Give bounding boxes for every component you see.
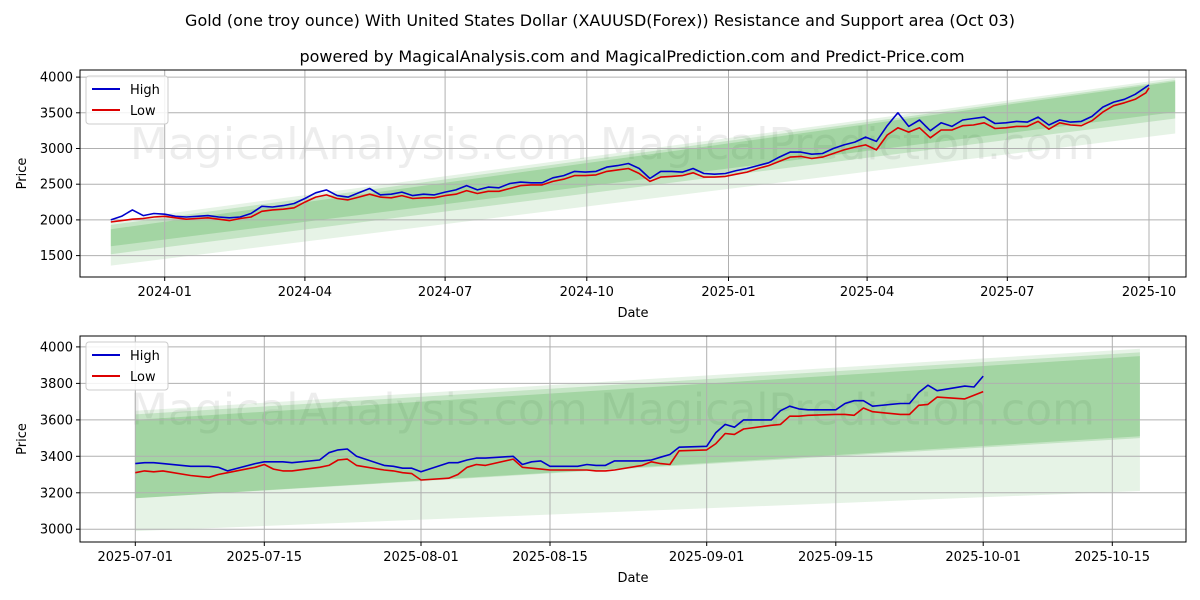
x-tick-label-5: 2025-09-15 — [798, 550, 874, 565]
lower-panel: MagicalAnalysis.com MagicalPrediction.com… — [15, 335, 1187, 586]
x-tick-label-4: 2025-01 — [701, 285, 755, 300]
support-resistance-band-2 — [110, 80, 1176, 255]
watermark-analysis: MagicalAnalysis.com — [130, 385, 588, 436]
x-tick-label-3: 2024-10 — [560, 285, 614, 300]
plot-frame — [79, 69, 1187, 278]
upper-panel: MagicalAnalysis.com MagicalPrediction.com… — [15, 69, 1187, 321]
support-resistance-band-2 — [135, 352, 1140, 499]
y-tick-label-1: 3200 — [40, 486, 73, 501]
x-tick-label-1: 2025-07-15 — [227, 550, 303, 565]
y-tick-label-3: 3600 — [40, 413, 73, 428]
y-tick-label-5: 4000 — [40, 340, 73, 355]
series-high-line — [135, 375, 984, 473]
x-axis-label: Date — [617, 571, 648, 586]
series-group — [110, 84, 1150, 223]
x-tick-label-6: 2025-10-01 — [945, 550, 1021, 565]
y-tick-label-0: 1500 — [40, 249, 73, 264]
series-low-line — [135, 390, 984, 481]
x-tick-label-3: 2025-08-15 — [512, 550, 588, 565]
y-tick-label-3: 3000 — [40, 142, 73, 157]
legend: High Low — [85, 75, 169, 125]
series-high-line — [110, 84, 1150, 221]
x-tick-label-7: 2025-10-15 — [1075, 550, 1151, 565]
watermark-analysis: MagicalAnalysis.com — [130, 119, 588, 170]
chart-subtitle: powered by MagicalAnalysis.com and Magic… — [299, 47, 964, 66]
y-tick-label-2: 3400 — [40, 450, 73, 465]
x-tick-label-0: 2024-01 — [138, 285, 192, 300]
x-tick-label-7: 2025-10 — [1122, 285, 1176, 300]
legend-label-high: High — [130, 83, 160, 98]
band-group — [135, 348, 1140, 532]
x-tick-label-0: 2025-07-01 — [98, 550, 174, 565]
x-tick-label-6: 2025-07 — [980, 285, 1034, 300]
x-axis-label: Date — [617, 306, 648, 321]
series-group — [135, 375, 984, 481]
legend: High Low — [85, 341, 169, 391]
y-tick-label-4: 3800 — [40, 377, 73, 392]
series-low-line — [110, 87, 1150, 223]
legend-label-low: Low — [130, 104, 156, 119]
y-axis-label: Price — [15, 158, 30, 190]
support-resistance-band-3 — [110, 81, 1176, 247]
x-tick-label-5: 2025-04 — [840, 285, 894, 300]
support-resistance-band-3 — [135, 356, 1140, 499]
x-tick-label-2: 2024-07 — [418, 285, 472, 300]
watermark-prediction: MagicalPrediction.com — [600, 385, 1095, 436]
y-axis-label: Price — [15, 423, 30, 455]
x-tick-label-4: 2025-09-01 — [669, 550, 745, 565]
y-tick-label-2: 2500 — [40, 178, 73, 193]
x-tick-label-2: 2025-08-01 — [383, 550, 459, 565]
y-tick-label-5: 4000 — [40, 71, 73, 86]
legend-label-high: High — [130, 349, 160, 364]
x-tick-label-1: 2024-04 — [278, 285, 332, 300]
plot-frame — [79, 335, 1187, 543]
y-tick-label-4: 3500 — [40, 106, 73, 121]
support-resistance-band-1 — [135, 348, 1140, 532]
y-tick-label-0: 3000 — [40, 523, 73, 538]
legend-label-low: Low — [130, 370, 156, 385]
y-tick-label-1: 2000 — [40, 213, 73, 228]
chart-title: Gold (one troy ounce) With United States… — [185, 11, 1015, 30]
